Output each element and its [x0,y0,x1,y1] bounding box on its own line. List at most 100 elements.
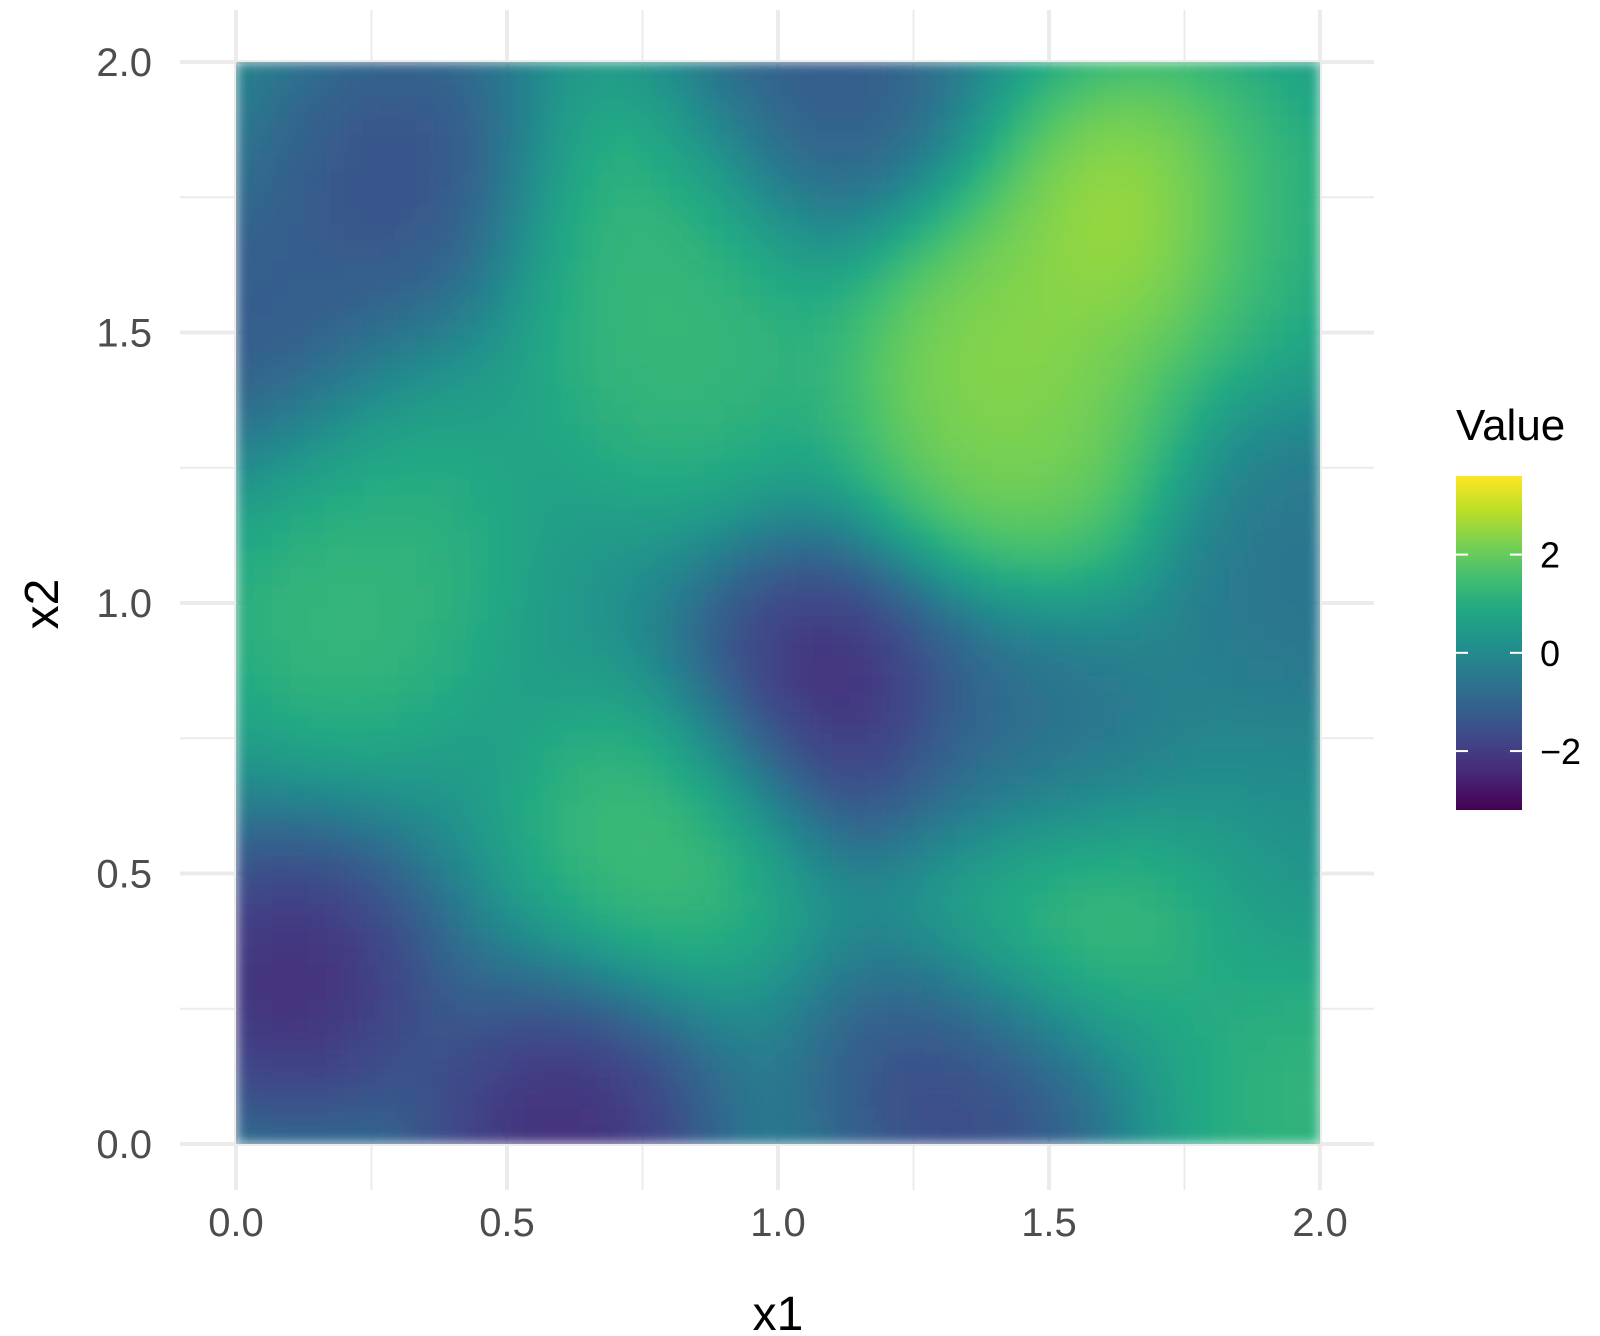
heatmap-cell [398,584,418,604]
heatmap-cell [1265,656,1285,676]
heatmap-cell [741,494,761,514]
heatmap-cell [669,368,689,387]
heatmap-cell [904,963,923,983]
heatmap-cell [1301,458,1320,478]
heatmap-cell [976,97,996,117]
heatmap-cell [1012,584,1032,604]
heatmap-cell [705,1053,725,1073]
heatmap-cell [1102,458,1122,478]
heatmap-cell [1030,422,1050,442]
heatmap-cell [1157,133,1176,153]
heatmap-cell [759,620,779,640]
heatmap-cell [777,710,797,730]
heatmap-cell [362,296,381,315]
heatmap-cell [1193,259,1212,279]
heatmap-cell [362,692,381,712]
heatmap-cell [976,963,996,983]
heatmap-cell [705,927,725,947]
heatmap-cell [271,855,291,874]
heatmap-cell [615,566,634,586]
heatmap-cell [1138,963,1158,983]
heatmap-cell [1211,205,1231,225]
heatmap-cell [1283,548,1303,568]
heatmap-cell [976,133,996,153]
heatmap-cell [1084,133,1104,153]
heatmap-cell [886,891,905,910]
heatmap-cell [994,314,1014,333]
heatmap-cell [1211,1071,1231,1091]
heatmap-cell [1120,512,1140,532]
heatmap-cell [434,1089,454,1109]
heatmap-cell [470,873,490,892]
heatmap-cell [434,187,454,207]
heatmap-cell [723,205,743,225]
heatmap-cell [615,746,634,766]
heatmap-cell [1247,945,1267,965]
heatmap-cell [1048,728,1068,748]
heatmap-cell [236,1107,255,1127]
x-tick-label: 0.5 [479,1201,535,1245]
heatmap-cell [1157,512,1176,532]
heatmap-cell [560,819,580,838]
heatmap-cell [1012,927,1032,947]
heatmap-cell [1193,1089,1212,1109]
heatmap-cell [1120,981,1140,1001]
heatmap-cell [1283,79,1303,99]
heatmap-cell [1175,223,1194,243]
heatmap-cell [1229,855,1249,874]
heatmap-cell [633,62,652,81]
heatmap-cell [1211,728,1231,748]
heatmap-cell [651,1017,670,1037]
heatmap-cell [886,530,905,550]
heatmap-cell [777,62,797,81]
heatmap-cell [723,62,743,81]
heatmap-cell [849,1071,869,1091]
heatmap-cell [344,602,363,622]
heatmap-cell [578,278,598,297]
heatmap-cell [452,115,472,135]
heatmap-cell [1265,169,1285,189]
heatmap-cell [723,782,743,802]
heatmap-cell [344,800,363,820]
heatmap-cell [1175,404,1194,424]
heatmap-cell [1120,404,1140,424]
heatmap-cell [488,584,508,604]
heatmap-cell [886,512,905,532]
heatmap-cell [958,404,978,424]
heatmap-cell [759,512,779,532]
heatmap-cell [669,710,689,730]
heatmap-cell [723,620,743,640]
heatmap-cell [759,332,779,351]
heatmap-cell [307,1071,327,1091]
heatmap-cell [253,494,273,514]
heatmap-cell [1211,404,1231,424]
heatmap-cell [506,115,526,135]
heatmap-cell [488,873,508,892]
heatmap-cell [542,259,562,279]
heatmap-cell [380,638,399,658]
heatmap-cell [1283,404,1303,424]
heatmap-cell [236,584,255,604]
heatmap-cell [1175,332,1194,351]
heatmap-cell [596,350,616,369]
heatmap-cell [1066,296,1086,315]
heatmap-cell [1120,800,1140,820]
heatmap-cell [922,1107,941,1127]
heatmap-cell [940,512,960,532]
heatmap-cell [1175,169,1194,189]
heatmap-cell [452,422,472,442]
heatmap-cell [940,205,960,225]
heatmap-cell [289,819,309,838]
heatmap-cell [542,97,562,117]
heatmap-cell [253,296,273,315]
heatmap-cell [741,512,761,532]
heatmap-cell [687,476,707,496]
heatmap-cell [976,278,996,297]
heatmap-cell [1229,350,1249,369]
heatmap-cell [922,350,941,369]
heatmap-cell [1138,855,1158,874]
heatmap-cell [615,638,634,658]
heatmap-cell [416,79,436,99]
heatmap-cell [922,97,941,117]
heatmap-cell [976,169,996,189]
